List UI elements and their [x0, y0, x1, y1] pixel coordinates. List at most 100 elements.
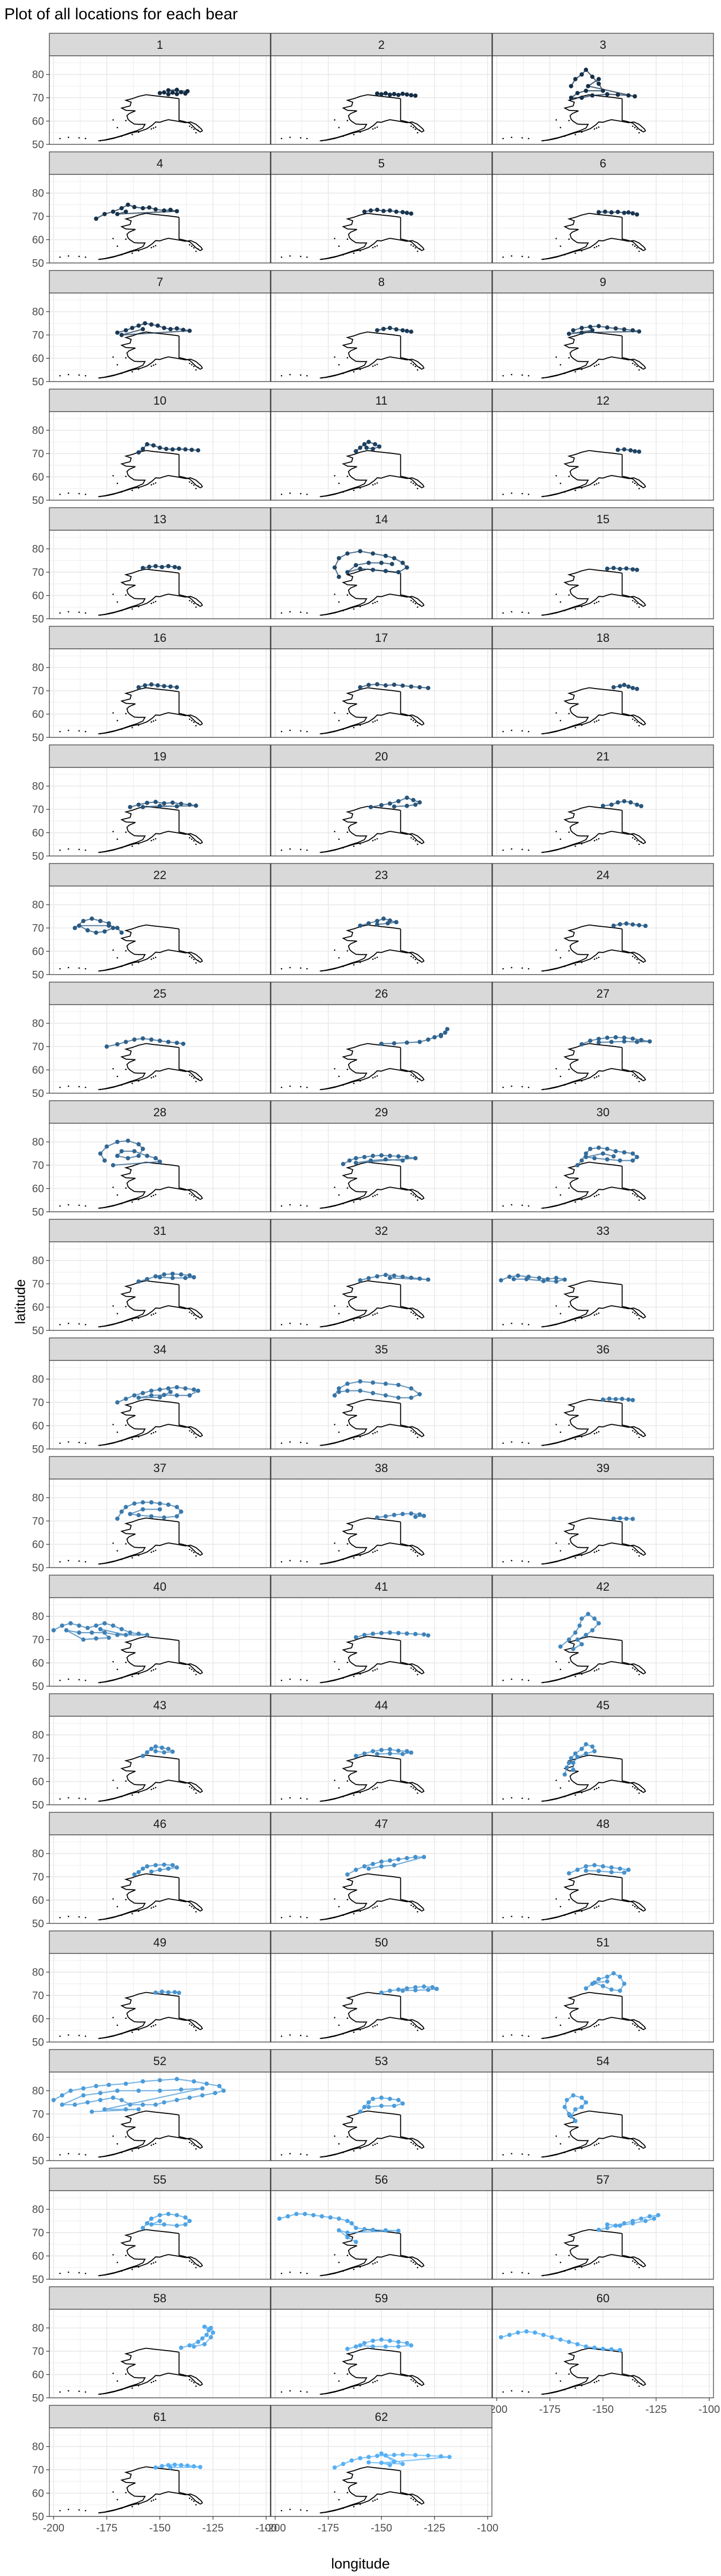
island-mark: [195, 1199, 197, 1201]
island-mark: [632, 1192, 634, 1195]
location-point: [426, 1987, 431, 1992]
island-mark: [281, 1679, 283, 1681]
island-mark: [78, 1204, 80, 1206]
location-point: [145, 1633, 150, 1637]
location-point: [141, 1036, 145, 1041]
island-mark: [197, 1315, 199, 1318]
island-mark: [99, 1444, 101, 1446]
location-point: [111, 1623, 115, 1628]
facet-label: 6: [600, 157, 606, 170]
location-point: [68, 1621, 73, 1626]
island-mark: [564, 610, 565, 612]
location-point: [417, 685, 422, 690]
island-mark: [289, 1797, 291, 1799]
island-mark: [551, 850, 553, 852]
island-mark: [150, 1077, 152, 1079]
location-point: [119, 1509, 124, 1514]
island-mark: [334, 2135, 336, 2137]
location-point: [630, 922, 635, 927]
alaska-outline: [98, 1399, 203, 1446]
island-mark: [353, 1201, 355, 1203]
location-point: [94, 1623, 99, 1628]
island-mark: [189, 1904, 190, 1906]
island-mark: [568, 475, 570, 478]
island-mark: [568, 713, 570, 715]
alaska-outline: [541, 1399, 646, 1446]
island-mark: [521, 255, 523, 258]
location-point: [533, 2330, 538, 2335]
island-mark: [528, 2272, 529, 2274]
island-mark: [289, 1915, 291, 1918]
island-mark: [595, 602, 598, 603]
island-mark: [59, 1323, 61, 1326]
island-mark: [372, 840, 374, 841]
location-point: [115, 1400, 120, 1405]
location-point: [562, 1772, 567, 1777]
y-tick-label: 60: [32, 2369, 44, 2381]
island-mark: [564, 2033, 565, 2035]
island-mark: [353, 964, 355, 966]
y-tick-label: 70: [32, 2346, 44, 2358]
island-mark: [568, 238, 570, 240]
island-mark: [342, 135, 344, 137]
island-mark: [99, 140, 101, 142]
island-mark: [321, 377, 323, 379]
island-mark: [417, 724, 418, 727]
island-mark: [568, 1780, 570, 1782]
facet-strip: [49, 1219, 271, 1242]
island-mark: [131, 2387, 133, 2389]
island-mark: [321, 1563, 323, 1565]
facet-label: 44: [375, 1699, 388, 1712]
island-mark: [131, 1557, 133, 1559]
location-point: [617, 1974, 622, 1979]
island-mark: [410, 1311, 412, 1313]
y-tick-label: 70: [32, 330, 44, 341]
island-mark: [78, 611, 80, 613]
island-mark: [632, 1904, 634, 1906]
facet-label: 24: [597, 868, 609, 882]
island-mark: [502, 2035, 504, 2037]
location-point: [172, 2462, 177, 2467]
island-mark: [321, 1919, 323, 1921]
island-mark: [521, 2390, 523, 2392]
location-point: [115, 1633, 120, 1637]
island-mark: [419, 722, 421, 724]
location-point: [174, 2223, 179, 2228]
island-mark: [593, 128, 595, 130]
island-mark: [413, 957, 414, 959]
island-mark: [195, 2029, 197, 2031]
island-mark: [112, 356, 114, 358]
location-point: [174, 1393, 179, 1398]
bear-track-line: [613, 1517, 633, 1520]
location-point: [153, 1863, 158, 1868]
island-mark: [112, 2373, 114, 2374]
x-tick-label: -175: [318, 2522, 339, 2534]
location-point: [635, 1040, 639, 1044]
island-mark: [195, 2266, 197, 2268]
island-mark: [413, 1550, 414, 1552]
location-point: [396, 1395, 401, 1400]
island-mark: [417, 843, 418, 845]
island-mark: [595, 2381, 598, 2382]
location-point: [426, 2453, 431, 2458]
island-mark: [417, 250, 418, 252]
island-mark: [564, 1914, 565, 1916]
island-mark: [59, 849, 61, 851]
location-point: [85, 928, 90, 933]
bear-track-line: [53, 1622, 148, 1641]
location-point: [383, 1157, 388, 1162]
island-mark: [59, 2272, 61, 2274]
island-mark: [376, 2142, 378, 2145]
location-point: [597, 1145, 601, 1150]
location-point: [569, 96, 573, 100]
panel-border: [492, 1597, 714, 1687]
location-point: [387, 1858, 392, 1863]
island-mark: [593, 1314, 595, 1316]
island-mark: [560, 1431, 562, 1433]
panel-border: [49, 1360, 271, 1450]
island-mark: [342, 2389, 344, 2391]
island-mark: [195, 606, 197, 608]
panel-border: [270, 174, 492, 264]
